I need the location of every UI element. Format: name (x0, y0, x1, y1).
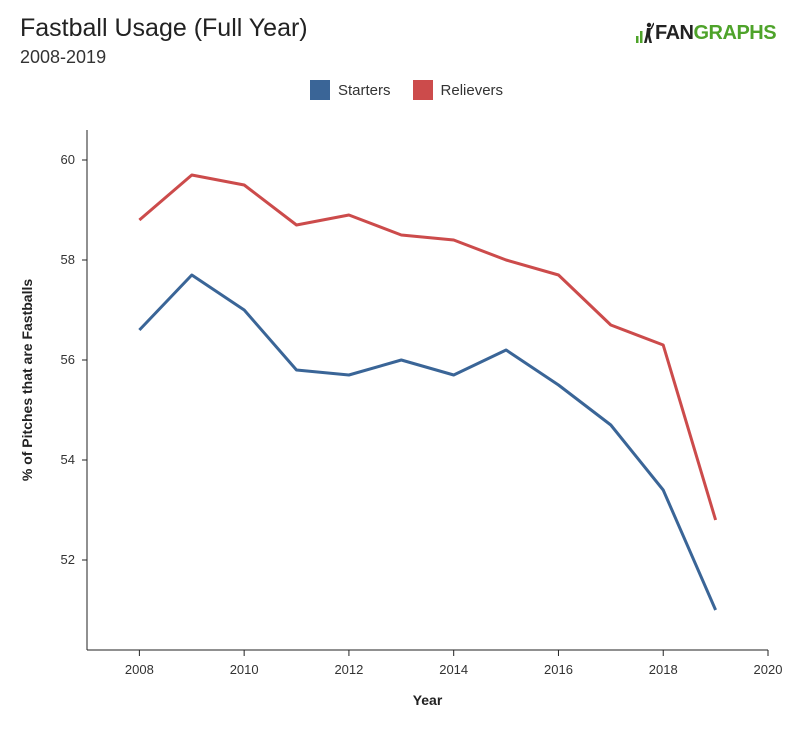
chart-subtitle: 2008-2019 (20, 47, 107, 67)
y-tick-label: 52 (61, 552, 75, 567)
x-tick-label: 2012 (334, 662, 363, 677)
axes: 52 54 56 58 60 2008 2010 2012 2014 2016 2018 2020 (61, 130, 783, 677)
y-tick-label: 56 (61, 352, 75, 367)
y-axis-label: % of Pitches that are Fastballs (19, 279, 35, 481)
y-tick-label: 58 (61, 252, 75, 267)
chart-title: Fastball Usage (Full Year) (20, 14, 308, 42)
x-tick-label: 2016 (544, 662, 573, 677)
batter-icon (636, 22, 654, 43)
fangraphs-logo[interactable]: FAN GRAPHS (636, 20, 777, 46)
x-tick-label: 2010 (230, 662, 259, 677)
legend: Starters Relievers (310, 80, 525, 100)
legend-item-relievers[interactable]: Relievers (412, 80, 504, 100)
x-tick-label: 2018 (649, 662, 678, 677)
y-tick-label: 60 (61, 152, 75, 167)
series-group (138, 173, 718, 611)
legend-swatch-relievers (412, 80, 433, 100)
logo-text-graphs: GRAPHS (693, 21, 777, 44)
legend-item-starters[interactable]: Starters (310, 80, 391, 100)
series-line-relievers (138, 173, 718, 521)
x-tick-label: 2020 (754, 662, 783, 677)
legend-label-starters: Starters (338, 81, 391, 99)
legend-label-relievers: Relievers (440, 81, 504, 99)
series-line-starters (138, 273, 717, 611)
legend-swatch-starters (310, 80, 330, 100)
logo-text-fan: FAN (655, 21, 694, 44)
x-tick-label: 2014 (439, 662, 468, 677)
x-axis-label: Year (413, 692, 443, 708)
x-tick-label: 2008 (125, 662, 154, 677)
y-tick-label: 54 (61, 452, 75, 467)
